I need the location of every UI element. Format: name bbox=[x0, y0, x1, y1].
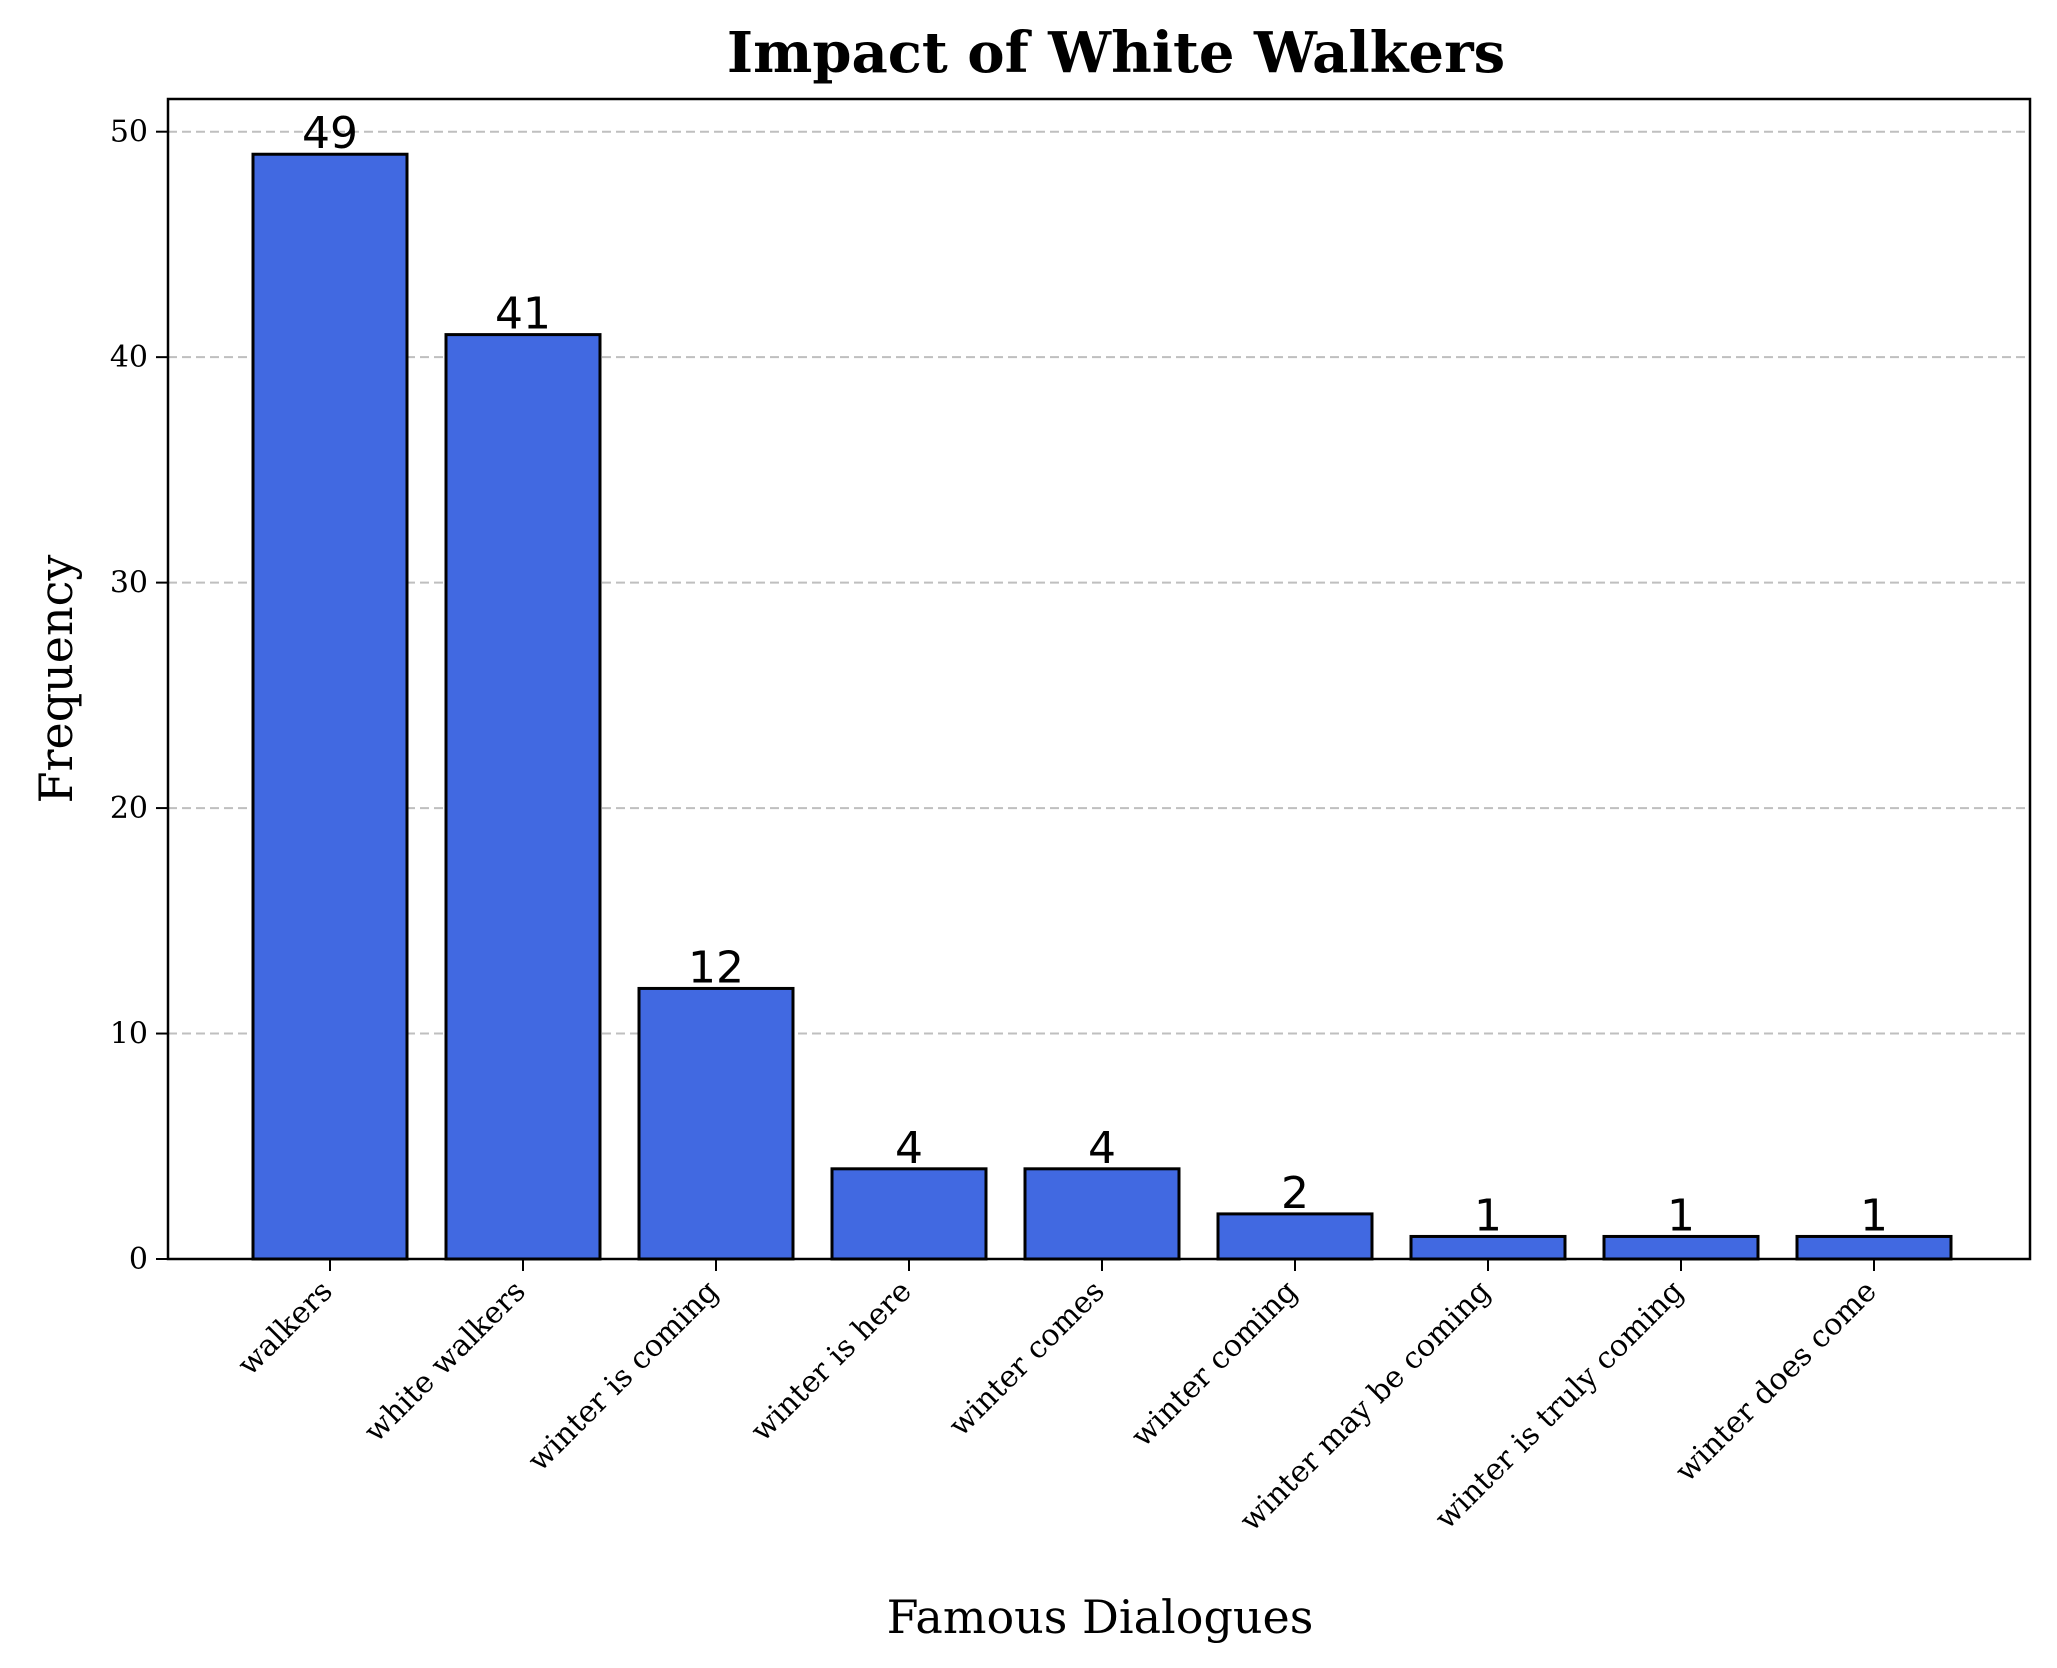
bar bbox=[251, 152, 409, 1261]
x-axis-label: Famous Dialogues bbox=[887, 1590, 1314, 1644]
data-label: 1 bbox=[1860, 1190, 1888, 1241]
x-tick-label: winter is coming bbox=[521, 1274, 726, 1479]
data-label: 1 bbox=[1667, 1190, 1695, 1241]
data-labels: 49 41 12 4 4 2 1 1 1 bbox=[302, 108, 1888, 1241]
y-tick-label: 10 bbox=[110, 1017, 148, 1052]
data-label: 2 bbox=[1281, 1168, 1309, 1219]
x-tick-label: winter does come bbox=[1668, 1274, 1883, 1489]
bar bbox=[1216, 1212, 1374, 1261]
y-axis-ticks: 0 10 20 30 40 50 bbox=[110, 115, 168, 1277]
data-label: 41 bbox=[495, 289, 551, 340]
x-tick-label: white walkers bbox=[357, 1274, 532, 1449]
x-tick-label: winter comes bbox=[942, 1274, 1112, 1444]
chart-title: Impact of White Walkers bbox=[727, 20, 1505, 86]
x-tick-label: walkers bbox=[231, 1274, 340, 1383]
bar bbox=[1023, 1167, 1181, 1261]
y-tick-label: 0 bbox=[129, 1242, 148, 1277]
data-label: 49 bbox=[302, 108, 358, 159]
y-tick-label: 50 bbox=[110, 115, 148, 150]
x-tick-label: winter is here bbox=[744, 1274, 919, 1449]
y-axis-label: Frequency bbox=[29, 555, 83, 804]
bar bbox=[637, 986, 795, 1261]
plot-frame bbox=[166, 97, 2032, 1261]
data-label: 12 bbox=[688, 942, 744, 993]
y-tick-label: 30 bbox=[110, 566, 148, 601]
bar bbox=[830, 1167, 988, 1261]
data-label: 4 bbox=[1088, 1123, 1116, 1174]
bars bbox=[251, 152, 1953, 1261]
y-tick-label: 20 bbox=[110, 791, 148, 826]
y-tick-label: 40 bbox=[110, 340, 148, 375]
data-label: 4 bbox=[895, 1123, 923, 1174]
x-tick-label: winter coming bbox=[1125, 1274, 1305, 1454]
data-label: 1 bbox=[1474, 1190, 1502, 1241]
bar bbox=[444, 333, 602, 1261]
